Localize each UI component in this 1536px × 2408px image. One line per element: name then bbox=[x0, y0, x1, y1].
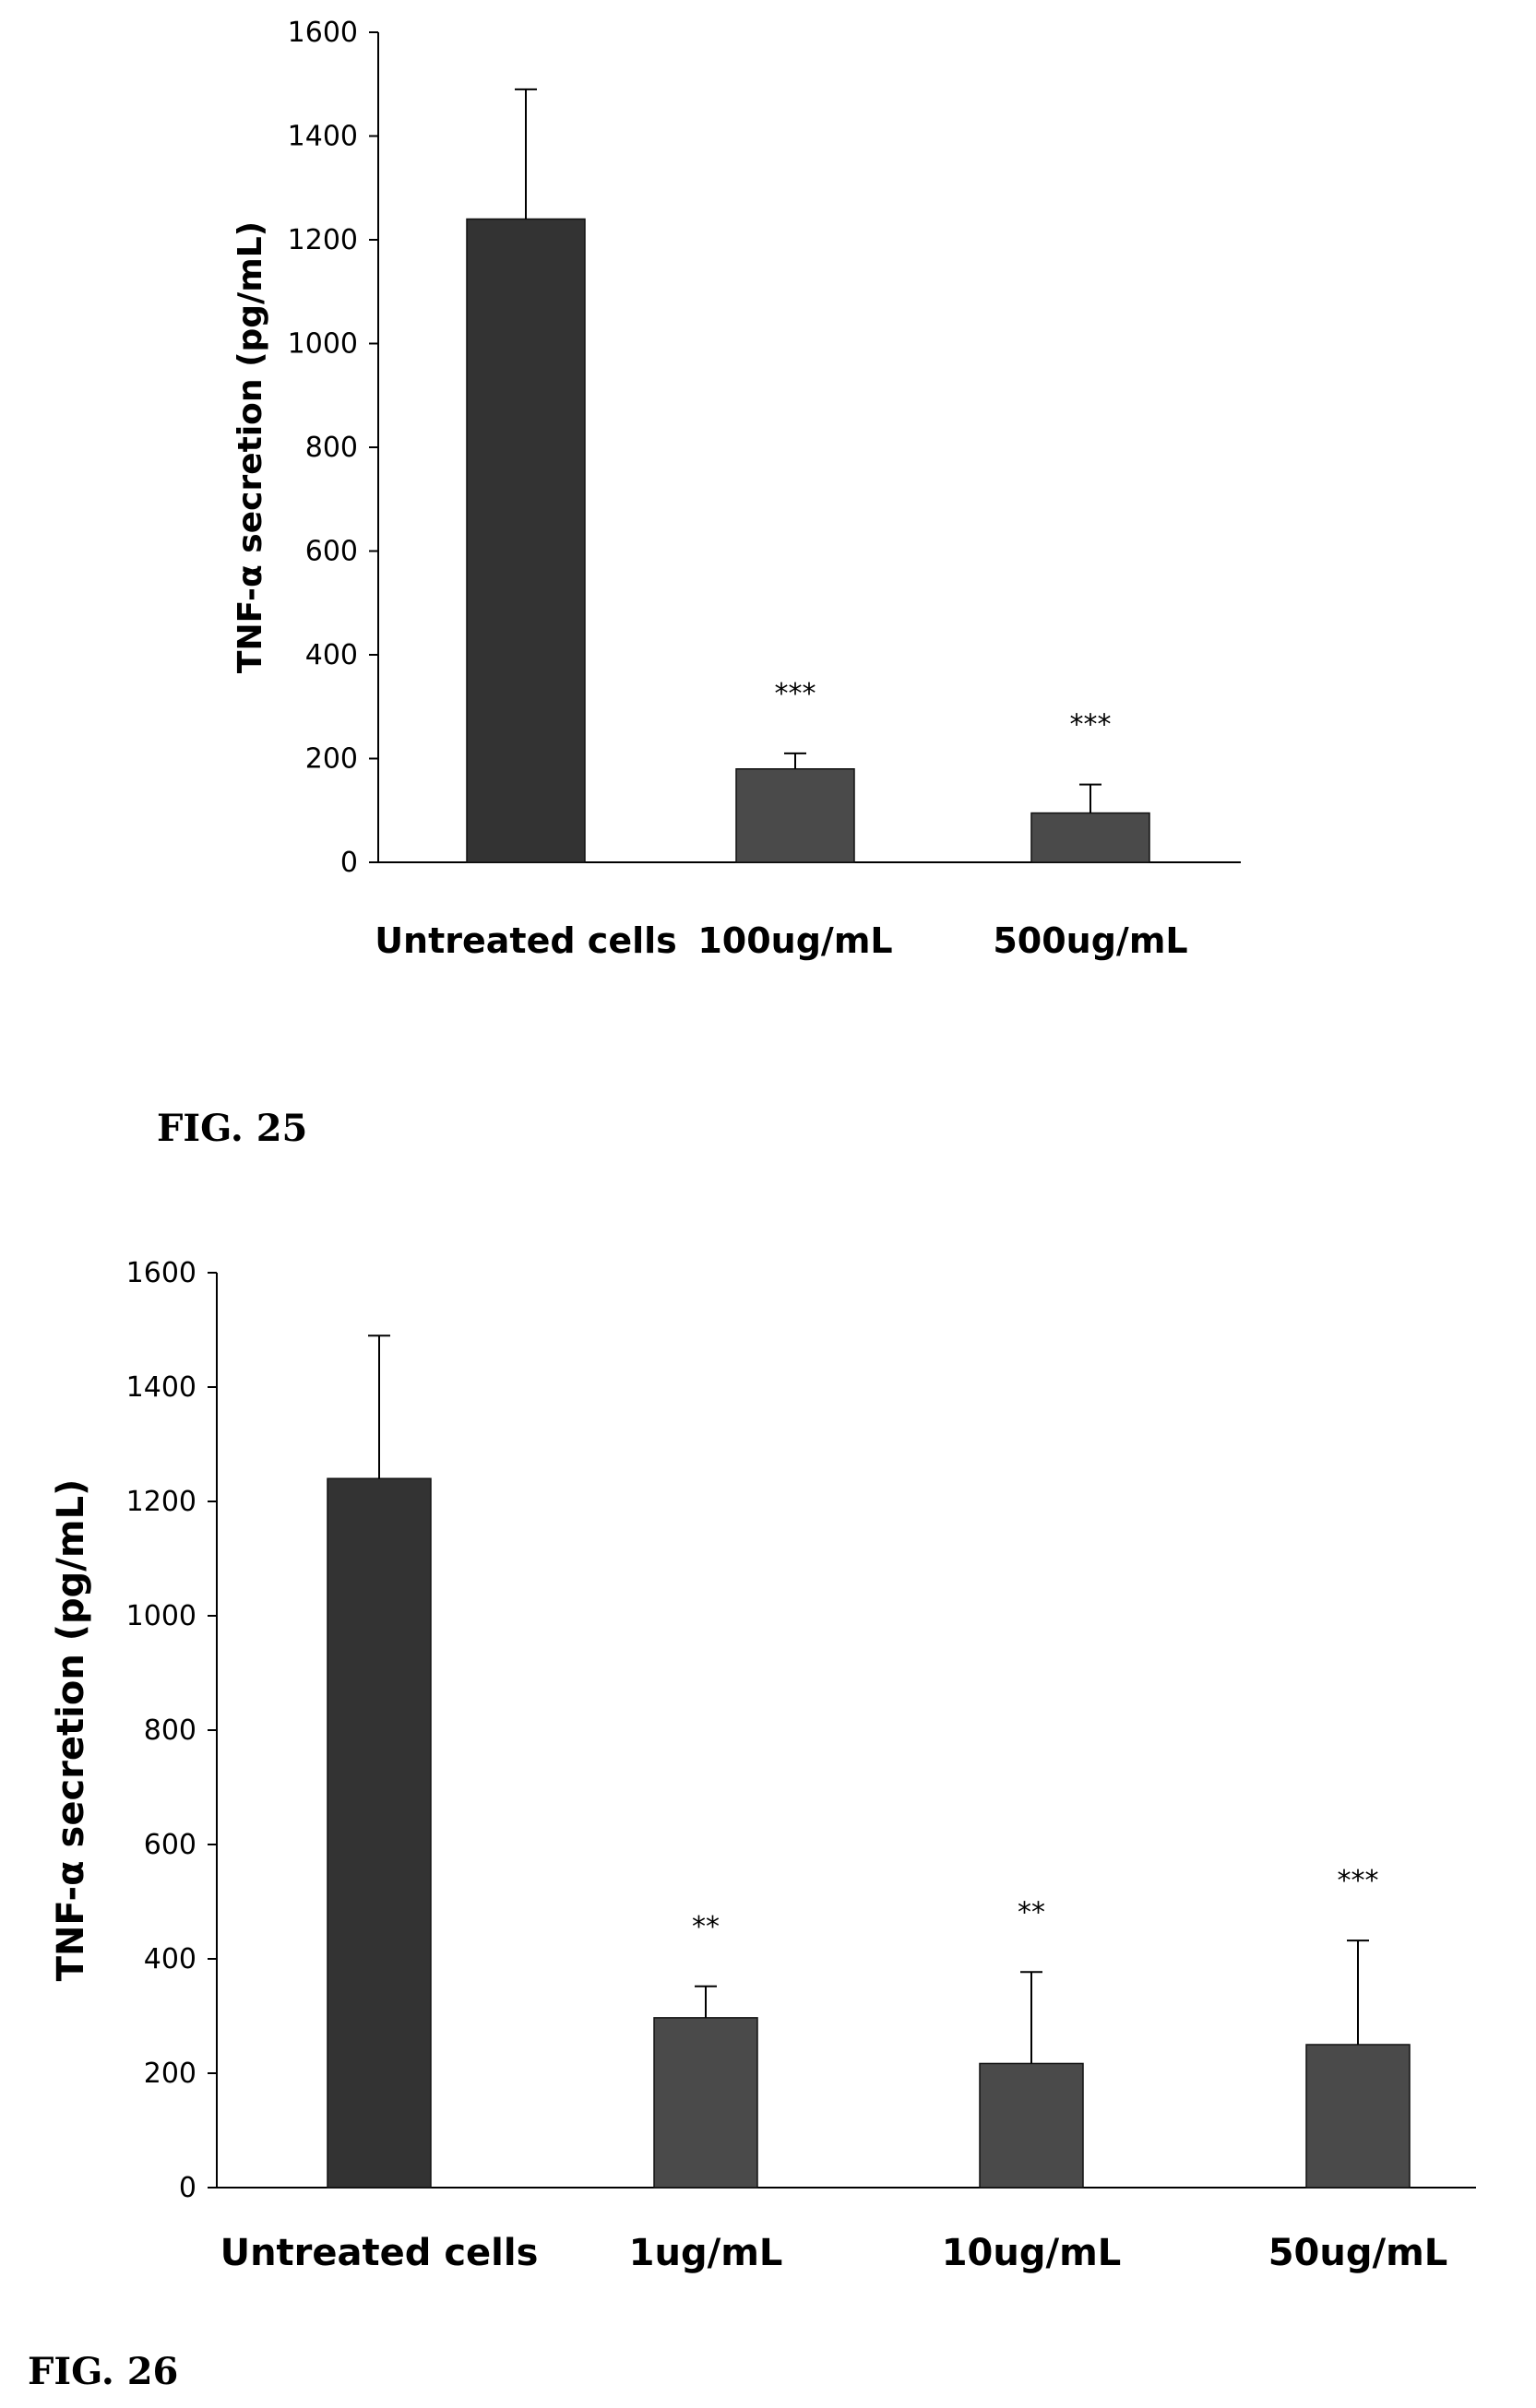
fig26-chart: 0 200 400 600 800 1000 1200 1400 1600 TNF-α secre… bbox=[50, 1257, 1476, 2274]
category-label: 1ug/mL bbox=[629, 2232, 783, 2274]
y-tick-label: 0 bbox=[179, 2172, 196, 2204]
fig26-label: FIG. 26 bbox=[28, 2350, 179, 2393]
fig25-chart: 0 200 400 600 800 1000 1200 1400 1600 TNF-α secre… bbox=[232, 17, 1241, 961]
y-tick-label: 1000 bbox=[288, 328, 358, 361]
category-label: 100ug/mL bbox=[697, 920, 892, 961]
y-tick-label: 1200 bbox=[126, 1486, 196, 1518]
y-tick-label: 800 bbox=[305, 432, 358, 464]
y-tick-label: 1000 bbox=[126, 1600, 196, 1632]
y-tick-label: 1400 bbox=[288, 121, 358, 153]
fig25-label: FIG. 25 bbox=[157, 1107, 308, 1150]
bar bbox=[466, 218, 586, 863]
bar bbox=[327, 1477, 432, 2189]
significance-marker: *** bbox=[1070, 709, 1112, 741]
bar bbox=[1030, 812, 1150, 863]
y-tick-label: 1600 bbox=[288, 17, 358, 49]
y-tick-label: 600 bbox=[305, 536, 358, 568]
category-label: 10ug/mL bbox=[942, 2232, 1122, 2274]
significance-marker: *** bbox=[775, 678, 816, 710]
bar bbox=[653, 2017, 758, 2189]
y-tick-label: 400 bbox=[144, 1943, 196, 1975]
y-tick-label: 1200 bbox=[288, 224, 358, 256]
bar bbox=[1305, 2044, 1411, 2189]
significance-marker: *** bbox=[1338, 1865, 1379, 1897]
bar bbox=[979, 2062, 1084, 2189]
y-tick-label: 400 bbox=[305, 639, 358, 671]
y-tick-label: 600 bbox=[144, 1829, 196, 1861]
significance-marker: ** bbox=[1018, 1896, 1045, 1928]
y-axis-title: TNF-α secretion (pg/mL) bbox=[232, 221, 269, 673]
y-tick-label: 0 bbox=[340, 847, 358, 879]
category-label: 50ug/mL bbox=[1268, 2232, 1448, 2274]
y-tick-label: 800 bbox=[144, 1714, 196, 1747]
category-label: 500ug/mL bbox=[993, 920, 1187, 961]
y-tick-label: 1400 bbox=[126, 1371, 196, 1404]
y-tick-label: 200 bbox=[144, 2058, 196, 2090]
category-label: Untreated cells bbox=[375, 920, 677, 961]
y-tick-label: 200 bbox=[305, 743, 358, 776]
y-axis-title: TNF-α secretion (pg/mL) bbox=[50, 1479, 92, 1982]
bar bbox=[735, 768, 855, 863]
significance-marker: ** bbox=[692, 1911, 720, 1943]
y-tick-label: 1600 bbox=[126, 1257, 196, 1289]
category-label: Untreated cells bbox=[220, 2232, 539, 2274]
